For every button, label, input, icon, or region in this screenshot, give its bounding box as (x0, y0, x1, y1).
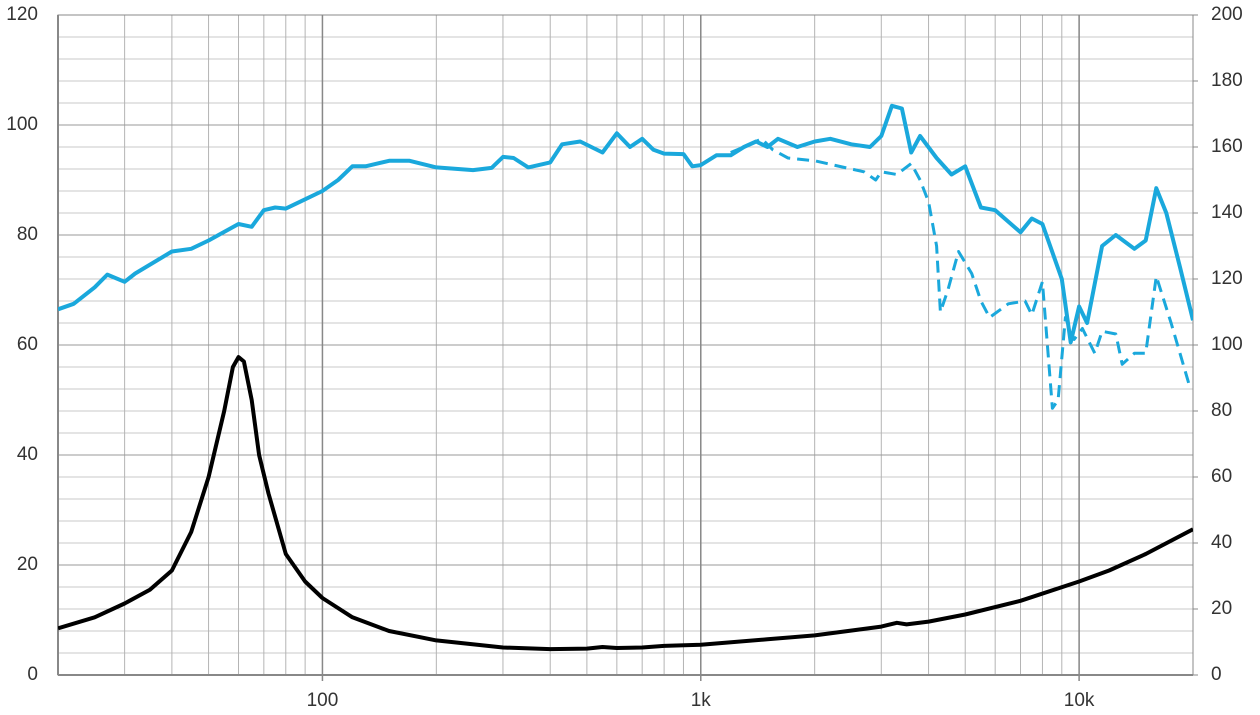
y-tick-label: 120 (6, 4, 38, 25)
y-tick-label: 80 (17, 224, 38, 245)
y2-tick-label: 40 (1211, 532, 1232, 553)
y-tick-label: 20 (17, 554, 38, 575)
x-tick-label: 10k (1064, 690, 1095, 711)
y2-tick-label: 80 (1211, 400, 1232, 421)
y2-tick-label: 200 (1211, 4, 1243, 25)
series-line (730, 137, 1191, 410)
y2-tick-label: 60 (1211, 466, 1232, 487)
y2-tick-label: 140 (1211, 202, 1243, 223)
y2-tick-label: 20 (1211, 598, 1232, 619)
y-tick-label: 60 (17, 334, 38, 355)
series-line (58, 355, 1193, 652)
y2-tick-label: 120 (1211, 268, 1243, 289)
y-tick-label: 0 (27, 664, 38, 685)
y-tick-label: 40 (17, 444, 38, 465)
x-tick-label: 100 (307, 690, 339, 711)
y2-tick-label: 180 (1211, 70, 1243, 91)
y2-tick-label: 160 (1211, 136, 1243, 157)
y2-tick-label: 0 (1211, 664, 1222, 685)
series-line (58, 103, 1193, 345)
y2-tick-label: 100 (1211, 334, 1243, 355)
y-tick-label: 100 (6, 114, 38, 135)
x-tick-label: 1k (691, 690, 712, 711)
